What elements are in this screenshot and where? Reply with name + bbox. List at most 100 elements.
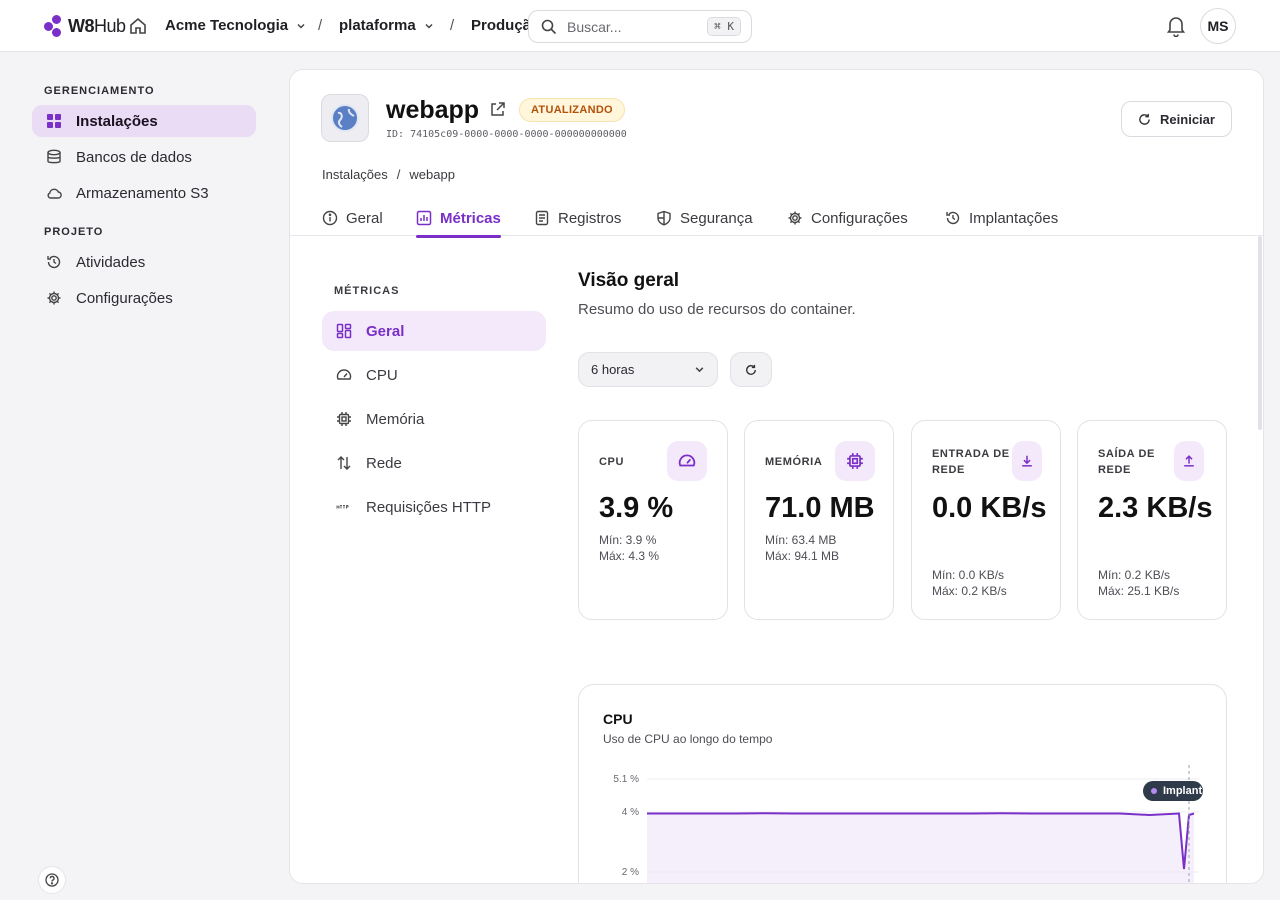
refresh-icon <box>746 364 756 375</box>
logo[interactable]: W8Hub <box>44 13 126 39</box>
card-max: Máx: 25.1 KB/s <box>1098 584 1180 598</box>
upload-icon <box>1184 455 1194 467</box>
metrics-nav-label: CPU <box>366 366 398 384</box>
chart-subtitle: Uso de CPU ao longo do tempo <box>603 732 773 746</box>
tab-configuracoes[interactable]: Configurações <box>787 200 908 236</box>
card-icon-wrap <box>835 441 875 481</box>
sidebar-item-instalacoes[interactable]: Instalações <box>32 105 256 137</box>
tab-geral[interactable]: Geral <box>322 200 383 236</box>
sidebar-item-armazenamento-s3[interactable]: Armazenamento S3 <box>32 177 256 209</box>
card-label: CPU <box>599 456 625 468</box>
card-icon-wrap <box>1012 441 1042 481</box>
y-tick-label: 4 % <box>622 807 639 818</box>
chip-icon <box>847 453 863 469</box>
marker-label: Implantação <box>1163 785 1203 797</box>
help-button[interactable] <box>38 866 66 894</box>
metrics-nav-cpu[interactable]: CPU <box>322 355 546 395</box>
metrics-nav-memoria[interactable]: Memória <box>322 399 546 439</box>
metric-card-entrada-de-rede: ENTRADA DE REDE 0.0 KB/s Mín: 0.0 KB/s M… <box>911 420 1061 620</box>
status-badge: ATUALIZANDO <box>519 98 625 122</box>
sidebar-item-label: Atividades <box>76 253 146 271</box>
metrics-nav-label: Requisições HTTP <box>366 498 492 516</box>
tab-implantacoes[interactable]: Implantações <box>945 200 1058 236</box>
logo-text-light: Hub <box>94 15 126 36</box>
tab-label: Geral <box>346 209 383 227</box>
project-name: plataforma <box>339 17 416 34</box>
avatar[interactable]: MS <box>1200 8 1236 44</box>
card-icon-wrap <box>667 441 707 481</box>
metrics-nav-label: Rede <box>366 454 402 472</box>
tab-registros[interactable]: Registros <box>534 200 621 236</box>
section-subtitle: Resumo do uso de recursos do container. <box>578 301 856 318</box>
metrics-nav-geral[interactable]: Geral <box>322 311 546 351</box>
org-switcher[interactable]: Acme Tecnologia <box>165 17 306 34</box>
gear-icon <box>47 291 61 305</box>
logo-icon <box>44 15 66 37</box>
dashboard-icon <box>336 323 352 339</box>
external-link-icon[interactable] <box>489 101 506 118</box>
cpu-series-line <box>647 812 1195 870</box>
gauge-icon <box>678 454 696 467</box>
home-icon[interactable] <box>128 16 148 36</box>
time-range-select[interactable]: 6 horas <box>578 352 718 387</box>
metrics-nav-requisicoes-http[interactable]: Requisições HTTP <box>322 487 546 527</box>
tab-label: Configurações <box>811 209 908 227</box>
restart-button[interactable]: Reiniciar <box>1121 101 1232 137</box>
sidebar-item-configuracoes[interactable]: Configurações <box>32 282 256 314</box>
card-value: 71.0 MB <box>765 492 875 524</box>
metrics-nav-label: Memória <box>366 410 425 428</box>
metric-card-cpu: CPU 3.9 % Mín: 3.9 % Máx: 4.3 % <box>578 420 728 620</box>
chevron-down-icon <box>297 23 305 29</box>
main-panel: webapp ATUALIZANDO ID: 74105c09-0000-000… <box>289 69 1264 884</box>
tab-metricas[interactable]: Métricas <box>416 200 501 238</box>
card-min: Mín: 63.4 MB <box>765 533 837 547</box>
card-max: Máx: 4.3 % <box>599 549 660 563</box>
app-id: ID: 74105c09-0000-0000-0000-000000000000 <box>386 129 627 140</box>
refresh-icon <box>1139 113 1150 125</box>
card-min: Mín: 0.0 KB/s <box>932 568 1005 582</box>
http-icon <box>336 505 352 509</box>
sidebar-item-atividades[interactable]: Atividades <box>32 246 256 278</box>
card-label: MEMÓRIA <box>765 456 823 468</box>
gear-icon <box>788 211 802 225</box>
section-title: Visão geral <box>578 270 680 291</box>
cpu-chart[interactable]: 5.1 % 4 % 2 % <box>579 765 1227 884</box>
scrollbar[interactable] <box>1258 236 1262 430</box>
environment-switcher[interactable]: Produção <box>471 17 529 34</box>
page-title: webapp <box>386 96 480 124</box>
cpu-chart-card: CPU Uso de CPU ao longo do tempo 5.1 % 4 … <box>578 684 1227 884</box>
chevron-down-icon <box>695 367 704 373</box>
bar-chart-icon <box>416 210 432 226</box>
deploy-marker[interactable]: Implantação <box>1143 781 1203 801</box>
marker-dot <box>1151 788 1157 794</box>
top-bar: W8Hub Acme Tecnologia / plataforma / Pro… <box>0 0 1280 52</box>
breadcrumb: Instalações / webapp <box>322 167 455 182</box>
metrics-nav-label: Geral <box>366 322 405 340</box>
metrics-nav-title: MÉTRICAS <box>334 285 400 297</box>
database-icon <box>47 149 61 164</box>
tab-label: Registros <box>558 209 622 227</box>
search-input[interactable]: Buscar... ⌘ K <box>528 10 752 43</box>
sidebar-item-bancos-de-dados[interactable]: Bancos de dados <box>32 141 256 173</box>
gauge-icon <box>336 369 352 380</box>
sidebar-item-label: Armazenamento S3 <box>76 184 209 202</box>
project-switcher[interactable]: plataforma <box>339 17 434 34</box>
y-tick-label: 5.1 % <box>613 774 639 785</box>
bell-icon[interactable] <box>1166 15 1186 37</box>
card-icon-wrap <box>1174 441 1204 481</box>
metrics-nav-rede[interactable]: Rede <box>322 443 546 483</box>
tab-seguranca[interactable]: Segurança <box>656 200 753 236</box>
shield-icon <box>657 210 671 226</box>
grid-icon <box>47 114 61 128</box>
help-icon <box>45 873 59 887</box>
globe-icon <box>331 104 359 132</box>
breadcrumb-root[interactable]: Instalações <box>322 167 388 182</box>
history-icon <box>946 211 960 225</box>
sidebar-item-label: Bancos de dados <box>76 148 192 166</box>
refresh-button[interactable] <box>730 352 772 387</box>
arrows-updown-icon <box>337 456 351 470</box>
metric-card-memoria: MEMÓRIA 71.0 MB Mín: 63.4 MB Máx: 94.1 M… <box>744 420 894 620</box>
logo-text: W8 <box>68 15 95 36</box>
cloud-icon <box>47 188 62 199</box>
card-label: SAÍDA DE REDE <box>1098 448 1155 476</box>
